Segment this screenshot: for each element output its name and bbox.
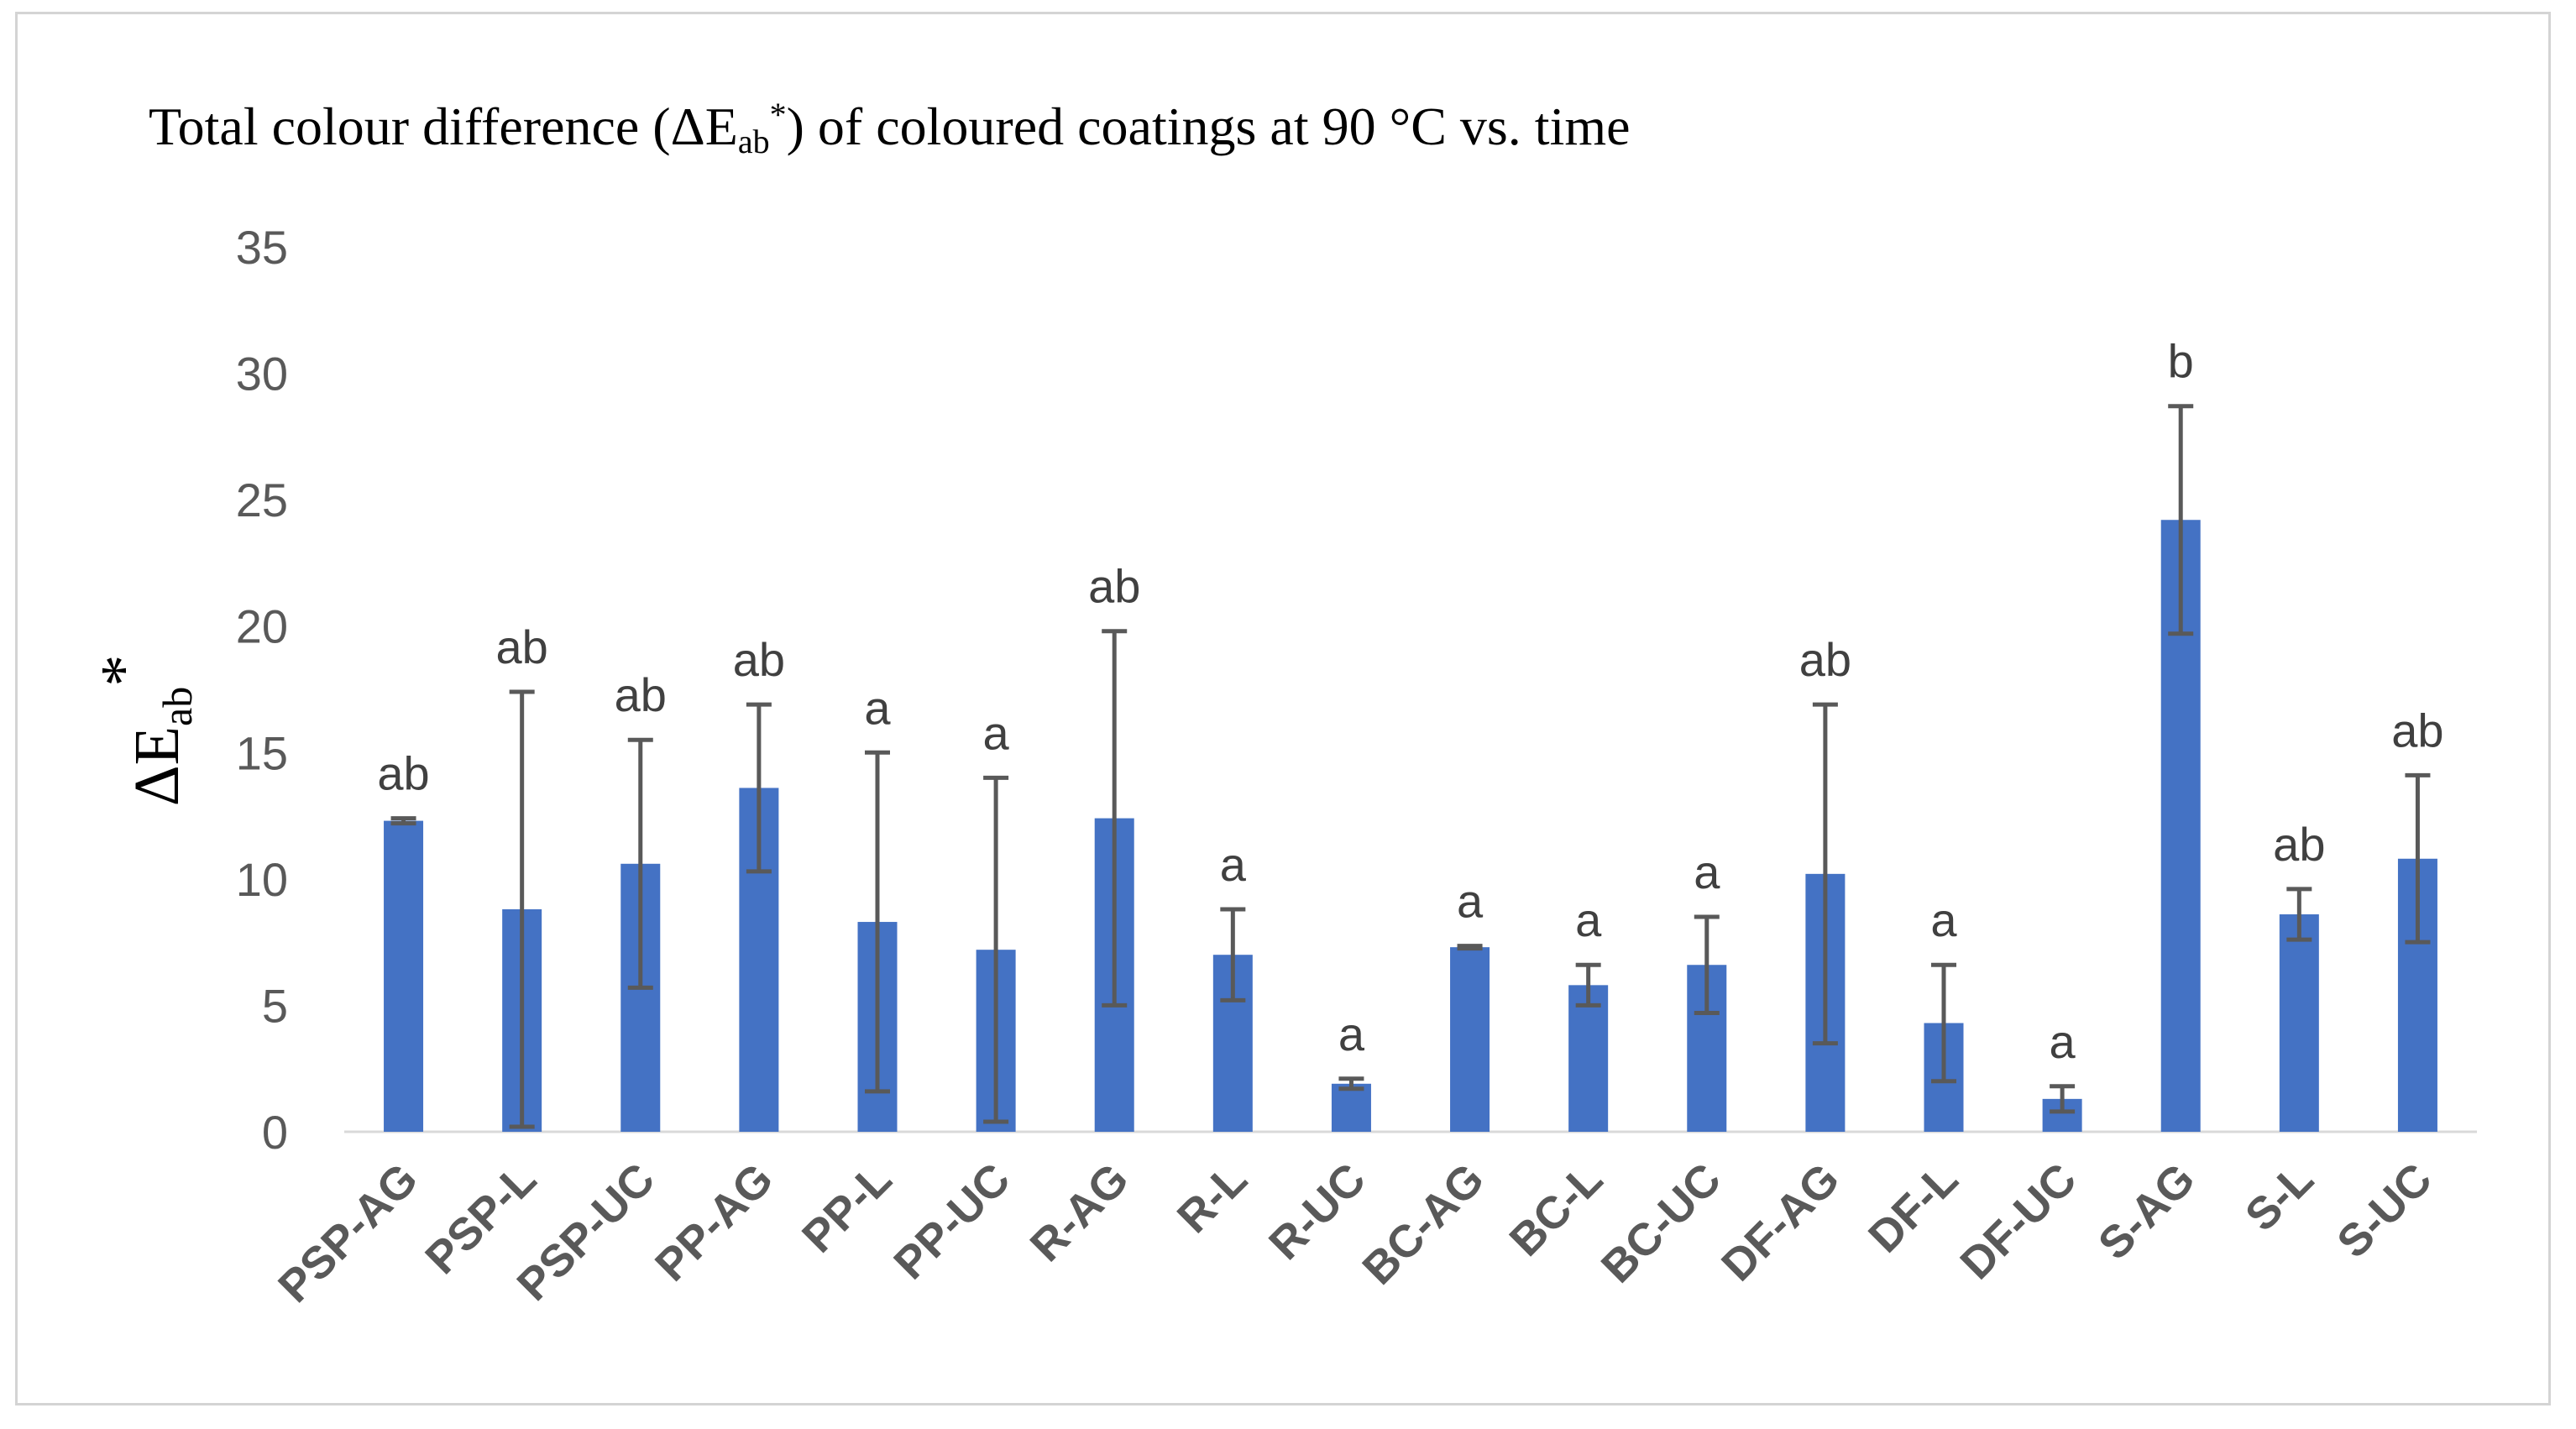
y-tick-label: 5	[262, 979, 288, 1032]
error-bar-pp-uc	[983, 775, 1009, 1124]
error-bar-pp-l	[865, 750, 890, 1094]
significance-label: a	[864, 681, 891, 734]
significance-label: ab	[1799, 633, 1851, 686]
title-suffix: ) of coloured coatings at 90 °C vs. time	[786, 97, 1631, 156]
error-bar-s-l	[2286, 887, 2312, 942]
error-bars-group	[390, 404, 2431, 1129]
category-label: R-AG	[1021, 1154, 1139, 1271]
y-tick-label: 20	[236, 600, 288, 653]
error-bar-psp-uc	[627, 737, 653, 990]
category-label: BC-AG	[1353, 1154, 1494, 1295]
significance-label: ab	[377, 747, 429, 800]
title-superscript: *	[769, 96, 787, 133]
category-label: PP-L	[793, 1154, 901, 1262]
significance-label: a	[2050, 1015, 2076, 1068]
category-label: PSP-AG	[269, 1154, 427, 1312]
bars-group	[384, 520, 2437, 1132]
y-axis-label-superscript: *	[88, 655, 159, 687]
error-bar-s-ag	[2168, 404, 2194, 636]
category-label: PP-UC	[884, 1154, 1019, 1289]
error-bar-df-l	[1931, 962, 1956, 1084]
category-label: BC-L	[1500, 1154, 1613, 1266]
y-axis-label-main: ΔE	[122, 726, 192, 806]
significance-label: a	[983, 706, 1010, 759]
y-tick-label: 10	[236, 853, 288, 906]
y-tick-label: 15	[236, 726, 288, 779]
significance-label: a	[1930, 893, 1957, 946]
chart-title: Total colour difference (ΔEab*) of colou…	[149, 95, 1631, 161]
error-bar-bc-l	[1575, 962, 1601, 1008]
category-label: DF-L	[1859, 1154, 1967, 1262]
bar-bc-l	[1568, 985, 1609, 1132]
significance-label: a	[1575, 893, 1602, 946]
error-bar-df-uc	[2050, 1084, 2076, 1114]
error-bar-pp-ag	[746, 702, 772, 874]
error-bar-bc-uc	[1694, 914, 1720, 1015]
y-tick-label: 35	[236, 221, 288, 274]
category-label: S-AG	[2089, 1154, 2205, 1269]
error-bar-psp-l	[509, 689, 535, 1129]
title-prefix: Total colour difference (ΔE	[149, 97, 738, 156]
category-label: DF-UC	[1950, 1154, 2086, 1289]
significance-label: ab	[496, 620, 548, 673]
significance-label: a	[1457, 875, 1484, 928]
significance-label: ab	[733, 633, 785, 686]
error-bar-s-uc	[2405, 772, 2431, 945]
category-label: BC-UC	[1592, 1154, 1730, 1292]
error-bar-psp-ag	[390, 816, 416, 826]
title-subscript: ab	[737, 123, 770, 160]
category-label: R-L	[1168, 1154, 1257, 1243]
category-label: DF-AG	[1712, 1154, 1849, 1290]
y-axis-ticks: 0 5 10 15 20 25 30 35	[236, 221, 288, 1159]
error-bar-df-ag	[1812, 702, 1838, 1046]
error-bar-r-ag	[1102, 629, 1128, 1008]
svg-text:ΔEab*: ΔEab*	[88, 655, 201, 807]
significance-label: a	[1338, 1008, 1365, 1060]
bar-s-l	[2279, 914, 2319, 1132]
significance-label: ab	[2391, 704, 2443, 756]
y-tick-label: 30	[236, 348, 288, 400]
significance-label: ab	[615, 668, 667, 721]
significance-label: a	[1220, 838, 1247, 891]
error-bar-bc-ag	[1457, 944, 1483, 951]
significance-label: ab	[2273, 818, 2325, 871]
y-axis-label-subscript: ab	[154, 687, 201, 726]
y-axis-label: ΔEab*	[88, 655, 201, 807]
category-label: PP-AG	[646, 1154, 783, 1290]
bar-bc-ag	[1450, 947, 1490, 1132]
category-label: S-L	[2236, 1154, 2323, 1241]
significance-label: a	[1694, 845, 1720, 898]
significance-label: ab	[1088, 560, 1140, 613]
bar-r-uc	[1331, 1083, 1371, 1132]
chart-frame: Total colour difference (ΔEab*) of colou…	[15, 12, 2551, 1405]
significance-label: b	[2168, 335, 2194, 388]
y-tick-label: 25	[236, 474, 288, 526]
category-label: R-UC	[1259, 1154, 1375, 1269]
y-tick-label: 0	[262, 1106, 288, 1159]
category-label: S-UC	[2327, 1154, 2442, 1268]
bar-psp-ag	[384, 820, 424, 1132]
error-bar-r-uc	[1338, 1076, 1364, 1091]
error-bar-r-l	[1220, 907, 1246, 1002]
